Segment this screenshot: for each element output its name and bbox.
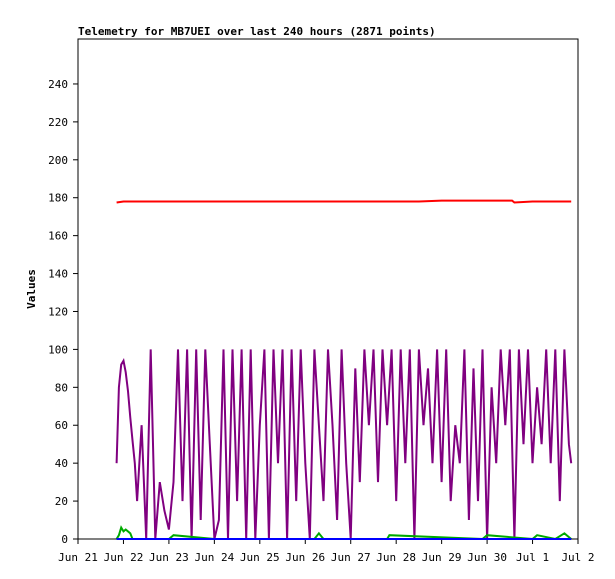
x-tick-label: Jun 25: [240, 551, 280, 564]
x-tick-label: Jun 28: [376, 551, 416, 564]
y-axis: 0 20 40 60 80 100 120 140 160 180 200 220 240: [48, 78, 78, 546]
y-axis-label: Values: [25, 269, 38, 309]
x-tick-label: Jun 23: [149, 551, 189, 564]
y-tick-label: 220: [48, 116, 68, 129]
x-tick-label: Jul 1: [516, 551, 549, 564]
y-tick-label: 200: [48, 154, 68, 167]
y-tick-label: 60: [55, 419, 68, 432]
x-tick-label: Jul 2: [561, 551, 594, 564]
y-tick-label: 120: [48, 305, 68, 318]
series-line-1: [115, 349, 573, 540]
x-tick-label: Jun 27: [331, 551, 371, 564]
y-tick-label: 240: [48, 78, 68, 91]
series-layer: [115, 199, 573, 541]
x-tick-label: Jun 21: [58, 551, 98, 564]
x-tick-label: Jun 29: [422, 551, 462, 564]
y-tick-label: 140: [48, 268, 68, 281]
x-tick-label: Jun 22: [104, 551, 144, 564]
x-axis: Jun 21 Jun 22 Jun 23 Jun 24 Jun 25 Jun 26 Jun …: [58, 539, 595, 564]
series-line-0: [116, 199, 572, 204]
x-tick-label: Jun 30: [467, 551, 507, 564]
y-tick-label: 20: [55, 495, 68, 508]
chart-title: Telemetry for MB7UEI over last 240 hours…: [78, 25, 436, 38]
y-tick-label: 40: [55, 457, 68, 470]
x-tick-label: Jun 24: [194, 551, 234, 564]
x-tick-label: Jun 26: [285, 551, 325, 564]
y-tick-label: 0: [61, 533, 68, 546]
y-tick-label: 80: [55, 381, 68, 394]
y-tick-label: 160: [48, 230, 68, 243]
series-line-2: [115, 525, 572, 541]
y-tick-label: 180: [48, 192, 68, 205]
y-tick-label: 100: [48, 343, 68, 356]
